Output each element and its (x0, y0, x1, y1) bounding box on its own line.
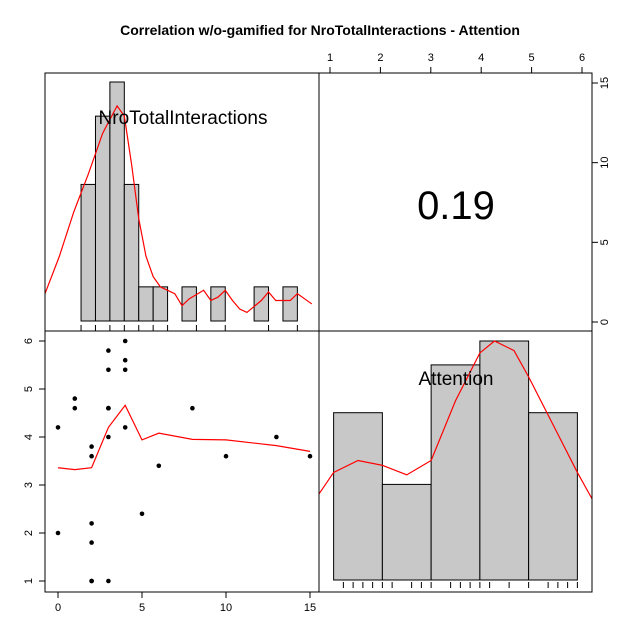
top-tick-label: 2 (377, 52, 383, 64)
scatter-point (274, 434, 279, 440)
scatter-point (89, 540, 94, 545)
histogram-bar (282, 286, 298, 322)
density-curve (44, 104, 313, 314)
x-tick-label: 0 (55, 602, 61, 614)
y-tick-label: 1 (23, 578, 35, 584)
scatter-point (223, 453, 229, 459)
top-tick-label: 1 (327, 52, 333, 64)
scatter-point (190, 405, 195, 411)
y-tick-label: 3 (23, 482, 35, 488)
x-tick-label: 5 (139, 602, 145, 614)
histogram-bar (333, 412, 383, 581)
histogram-bar (152, 286, 169, 322)
scatter-point (139, 511, 145, 517)
y-tick-label: 4 (23, 434, 35, 440)
scatter-point (122, 357, 128, 363)
right-tick-label: 5 (599, 239, 611, 245)
histogram-bar (181, 286, 197, 322)
scatter-point (122, 338, 128, 344)
panel-frame-br (318, 330, 593, 593)
scatter-point (89, 444, 94, 449)
panel-label-nrototalinteractions: NroTotalInteractions (99, 108, 268, 129)
scatter-point (106, 367, 111, 373)
top-tick-label: 3 (428, 52, 434, 64)
scatter-point (106, 578, 111, 584)
panel-frame-bl (44, 330, 320, 593)
right-tick-label: 10 (599, 157, 611, 169)
scatter-point (89, 578, 94, 584)
scatter-point (106, 348, 111, 353)
scatter-point (122, 367, 128, 373)
y-tick-label: 5 (23, 386, 35, 392)
histogram-bar (210, 286, 226, 322)
histogram-bar (381, 483, 432, 581)
histogram-bar (80, 183, 96, 322)
scatter-point (156, 463, 162, 469)
scatter-point (55, 425, 61, 430)
scatter-point (72, 396, 78, 401)
scatter-point (89, 521, 94, 526)
scatter-point (122, 425, 128, 430)
density-curve (318, 340, 593, 500)
scatter-point (89, 453, 94, 459)
scatter-point (72, 405, 78, 411)
smooth-line (57, 404, 311, 471)
right-tick-label: 0 (599, 319, 611, 325)
right-tick-label: 15 (599, 77, 611, 89)
scatter-point (55, 530, 61, 536)
chart-title: Correlation w/o-gamified for NroTotalInt… (120, 22, 520, 38)
histogram-bar (138, 286, 154, 322)
scatter-point (106, 405, 111, 411)
scatter-point (106, 434, 111, 440)
histogram-bar (528, 412, 578, 581)
histogram-bar (123, 183, 140, 322)
x-tick-label: 15 (304, 602, 316, 614)
top-tick-label: 4 (478, 52, 484, 64)
scatter-point (307, 453, 313, 459)
correlation-value: 0.19 (417, 184, 495, 228)
panel-label-attention: Attention (419, 369, 494, 390)
x-tick-label: 10 (220, 602, 232, 614)
histogram-bar (430, 364, 481, 581)
top-tick-label: 6 (579, 52, 585, 64)
y-tick-label: 6 (23, 338, 35, 344)
y-tick-label: 2 (23, 530, 35, 536)
top-tick-label: 5 (529, 52, 535, 64)
